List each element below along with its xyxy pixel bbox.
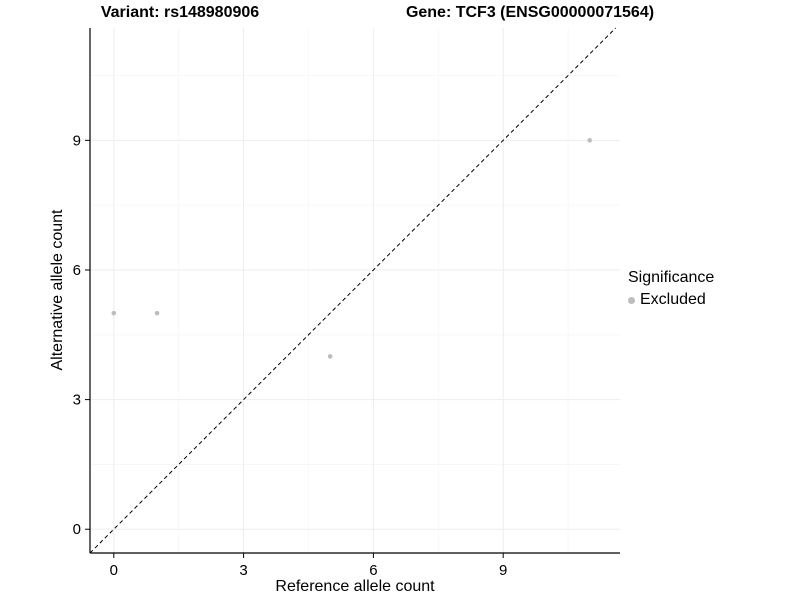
data-point (587, 138, 593, 143)
plot-title-gene: Gene: TCF3 (ENSG00000071564) (405, 4, 655, 21)
legend-item-excluded: Excluded (628, 290, 714, 310)
y-tick-label: 6 (73, 262, 81, 279)
legend: Significance Excluded (628, 268, 714, 310)
plot-title-variant: Variant: rs148980906 (100, 4, 260, 21)
legend-dot-icon (628, 296, 635, 304)
data-point (111, 310, 117, 316)
identity-line (89, 27, 617, 554)
x-tick-label: 6 (369, 562, 377, 579)
legend-title: Significance (628, 269, 715, 286)
data-point (154, 310, 160, 316)
y-tick-label: 9 (73, 132, 81, 149)
y-tick-label: 3 (73, 392, 81, 409)
x-tick-label: 9 (499, 562, 507, 579)
y-axis-label: Alternative allele count (49, 209, 66, 371)
legend-item-label: Excluded (640, 291, 706, 308)
x-tick-label: 3 (239, 562, 247, 579)
x-tick-label: 0 (110, 562, 118, 579)
y-tick-label: 0 (73, 521, 81, 538)
data-point (327, 354, 333, 359)
x-axis-label: Reference allele count (275, 578, 435, 595)
